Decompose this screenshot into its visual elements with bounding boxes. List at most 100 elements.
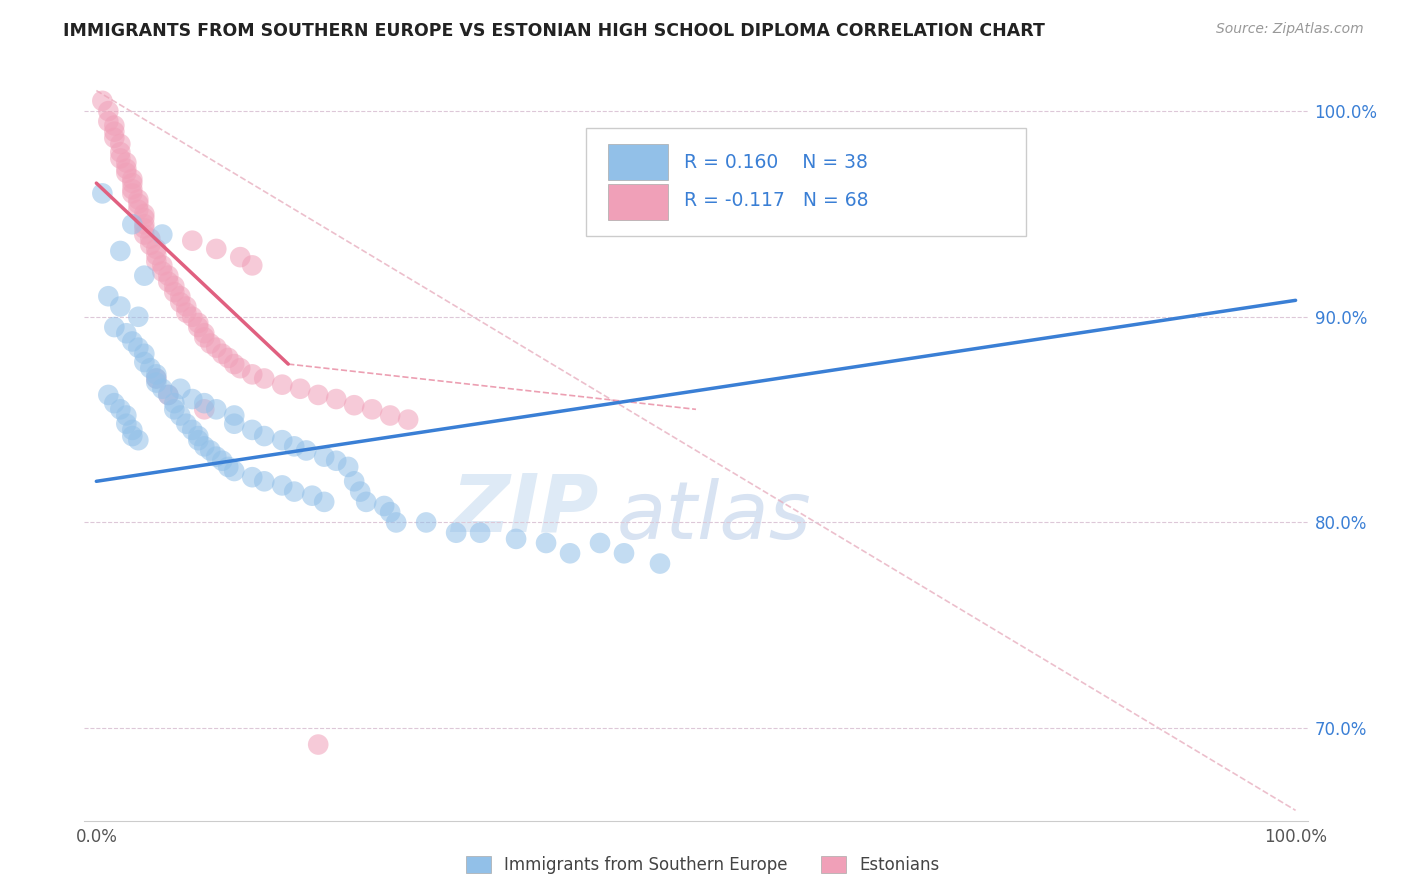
Point [205, 341, 228, 355]
Point [325, 454, 347, 468]
Point [110, 300, 132, 314]
Point [157, 275, 180, 289]
Point [343, 398, 366, 412]
Point [380, 409, 402, 423]
Point [380, 505, 402, 519]
Point [337, 459, 360, 474]
Point [205, 242, 228, 256]
Point [145, 242, 167, 256]
Point [200, 443, 222, 458]
Point [271, 433, 294, 447]
Point [127, 310, 149, 324]
Point [115, 155, 138, 169]
Point [193, 402, 215, 417]
Point [253, 429, 276, 443]
Point [103, 320, 125, 334]
Point [163, 285, 186, 299]
Point [613, 546, 636, 560]
Point [534, 536, 557, 550]
Point [181, 392, 204, 406]
Point [240, 470, 263, 484]
Point [174, 417, 197, 431]
Point [134, 268, 156, 283]
Point [174, 300, 197, 314]
Point [91, 186, 114, 201]
Point [211, 454, 233, 468]
Point [349, 484, 371, 499]
Point [134, 227, 156, 242]
Point [200, 336, 222, 351]
Point [169, 295, 191, 310]
Point [181, 234, 204, 248]
Point [648, 557, 671, 571]
Point [127, 196, 149, 211]
Point [115, 161, 138, 176]
Point [134, 347, 156, 361]
Point [396, 412, 419, 426]
Point [134, 211, 156, 225]
Point [181, 310, 204, 324]
Point [295, 443, 318, 458]
Point [290, 382, 312, 396]
Point [373, 499, 395, 513]
Point [187, 316, 209, 330]
FancyBboxPatch shape [586, 128, 1026, 235]
Point [193, 326, 215, 341]
Text: R = 0.160    N = 38: R = 0.160 N = 38 [683, 153, 868, 172]
Point [253, 371, 276, 385]
Point [115, 417, 138, 431]
Point [121, 182, 143, 196]
Point [127, 193, 149, 207]
Point [415, 516, 437, 530]
Point [205, 402, 228, 417]
Point [150, 227, 173, 242]
Point [110, 152, 132, 166]
Point [121, 334, 143, 349]
Point [558, 546, 581, 560]
Point [361, 402, 384, 417]
Point [157, 388, 180, 402]
Point [354, 495, 377, 509]
Point [127, 433, 149, 447]
FancyBboxPatch shape [607, 144, 668, 180]
Point [134, 355, 156, 369]
Point [163, 396, 186, 410]
Point [163, 402, 186, 417]
Point [169, 382, 191, 396]
Point [139, 232, 162, 246]
Point [193, 330, 215, 344]
Point [134, 207, 156, 221]
Point [187, 429, 209, 443]
Point [169, 409, 191, 423]
Point [224, 464, 246, 478]
Point [150, 264, 173, 278]
Point [187, 433, 209, 447]
Point [301, 489, 323, 503]
Point [103, 119, 125, 133]
Point [193, 439, 215, 453]
Point [145, 368, 167, 382]
Point [193, 396, 215, 410]
Point [121, 186, 143, 201]
Point [110, 145, 132, 160]
Text: ZIP: ZIP [451, 471, 598, 549]
Text: atlas: atlas [616, 478, 811, 556]
Point [240, 368, 263, 382]
Point [217, 351, 239, 365]
Point [115, 409, 138, 423]
Point [187, 320, 209, 334]
Point [240, 258, 263, 272]
Point [103, 131, 125, 145]
Point [121, 176, 143, 190]
Point [253, 475, 276, 489]
Point [229, 250, 252, 264]
Point [145, 376, 167, 390]
Point [181, 423, 204, 437]
Point [505, 532, 527, 546]
Point [314, 495, 336, 509]
Point [97, 388, 120, 402]
Point [211, 347, 233, 361]
Point [145, 371, 167, 385]
Point [150, 382, 173, 396]
Point [127, 202, 149, 217]
